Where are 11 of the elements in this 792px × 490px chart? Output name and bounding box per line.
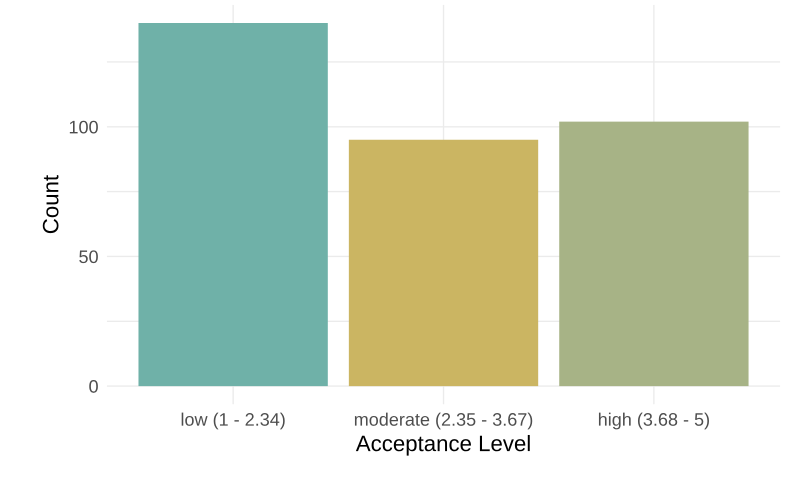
y-axis-title: Count bbox=[42, 175, 59, 234]
bar bbox=[348, 140, 538, 386]
y-tick-label: 0 bbox=[89, 380, 98, 393]
y-tick-label: 100 bbox=[70, 120, 98, 134]
x-tick-label: low (1 - 2.34) bbox=[182, 412, 285, 430]
x-tick-label: high (3.68 - 5) bbox=[598, 412, 709, 430]
bar bbox=[559, 122, 749, 386]
x-axis-title: Acceptance Level bbox=[356, 434, 530, 456]
bar bbox=[138, 23, 328, 386]
x-tick-label: moderate (2.35 - 3.67) bbox=[354, 412, 532, 430]
y-tick-label: 50 bbox=[79, 250, 98, 264]
